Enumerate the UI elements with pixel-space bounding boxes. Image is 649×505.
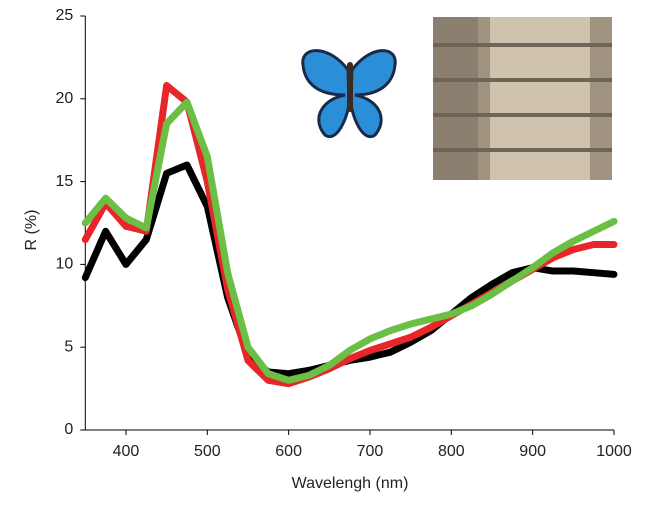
x-tick-label: 900 [519,443,546,460]
x-tick-label: 800 [438,443,465,460]
series-line [81,98,618,384]
x-tick-label: 600 [275,443,302,460]
y-tick-label: 5 [64,338,73,355]
x-tick-label: 700 [357,443,384,460]
y-tick-label: 15 [56,173,74,190]
y-axis-label: R (%) [23,210,40,251]
x-tick-label: 500 [194,443,221,460]
y-tick-label: 20 [56,90,74,107]
micrograph-inset [433,17,612,180]
y-tick-label: 25 [56,7,74,24]
x-tick-label: 1000 [596,443,632,460]
x-axis-label: Wavelengh (nm) [292,475,409,492]
butterfly-inset [301,49,397,139]
x-tick-label: 400 [113,443,140,460]
y-tick-label: 10 [56,256,74,273]
y-tick-label: 0 [64,421,73,438]
